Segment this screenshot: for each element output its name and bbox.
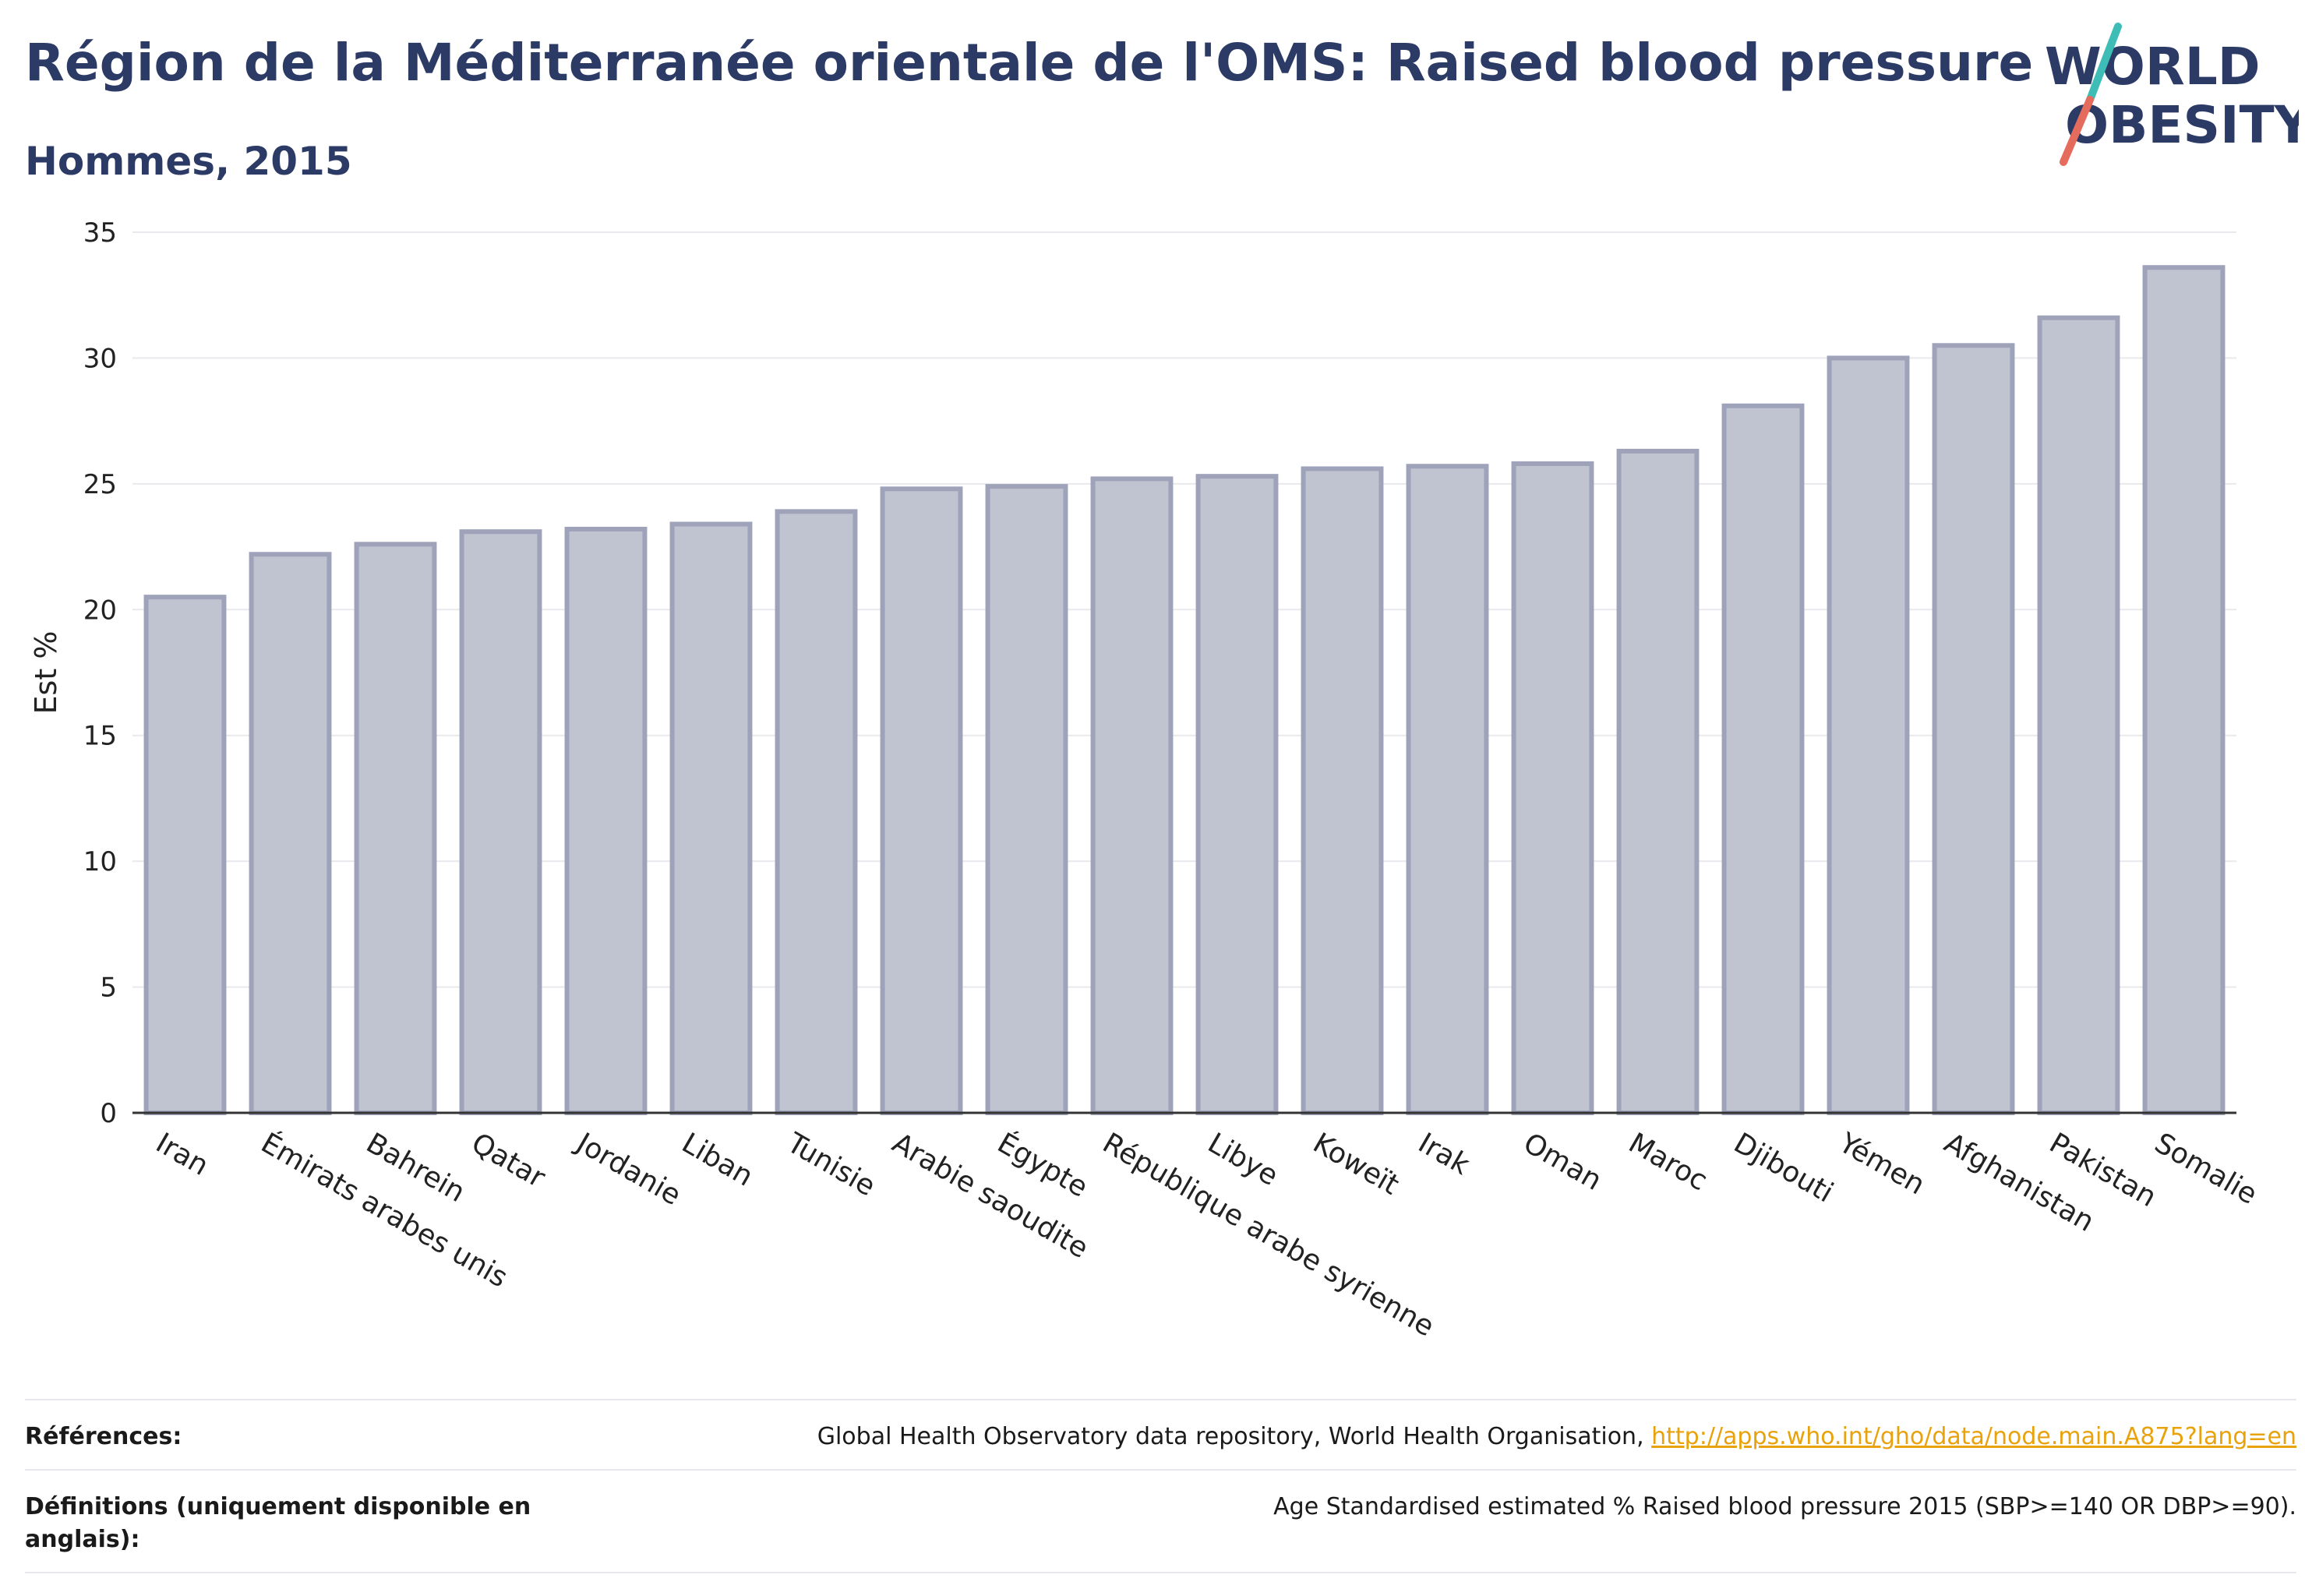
definitions-row: Définitions (uniquement disponible en an… [25, 1469, 2296, 1573]
definitions-label: Définitions (uniquement disponible en an… [25, 1493, 531, 1553]
x-tick-label: Libye [1202, 1127, 1283, 1192]
bar [564, 526, 648, 1115]
bar [880, 486, 963, 1116]
bar [2037, 315, 2120, 1115]
x-tick-label: Somalie [2149, 1127, 2262, 1211]
chart-title: Région de la Méditerranée orientale de l… [25, 33, 2034, 93]
x-tick-label: Iran [150, 1127, 214, 1182]
references-value: Global Health Observatory data repositor… [817, 1421, 2296, 1453]
definitions-value: Age Standardised estimated % Raised bloo… [1273, 1493, 2296, 1520]
y-tick-label: 35 [83, 217, 117, 249]
x-tick-label: Djibouti [1728, 1127, 1838, 1209]
x-tick-label: Qatar [466, 1127, 550, 1194]
bar [459, 529, 542, 1115]
world-obesity-logo: WORLD OBESITY [2045, 23, 2299, 166]
bar [1827, 355, 1910, 1115]
logo-line1: WORLD [2045, 37, 2261, 97]
bar [1301, 466, 1384, 1115]
bars [143, 265, 2226, 1116]
x-tick-label: Tunisie [781, 1127, 881, 1203]
footer-table: Références: Global Health Observatory da… [25, 1399, 2296, 1573]
x-tick-label: Yémen [1833, 1127, 1930, 1202]
bar [1511, 461, 1594, 1115]
y-tick-label: 10 [83, 846, 117, 877]
x-tick-label: Irak [1413, 1127, 1475, 1181]
x-tick-label: Oman [1518, 1127, 1607, 1197]
bar [2142, 265, 2226, 1116]
grid-lines [132, 231, 2236, 988]
x-tick-label: Jordanie [570, 1126, 686, 1212]
bar [1616, 448, 1700, 1115]
bar [775, 509, 858, 1116]
bar [1406, 464, 1489, 1115]
logo-slash-coral-icon [2060, 96, 2094, 166]
x-tick-label: Maroc [1623, 1127, 1713, 1197]
y-tick-label: 5 [100, 973, 117, 1004]
bar [249, 552, 332, 1115]
references-row: Références: Global Health Observatory da… [25, 1399, 2296, 1469]
y-tick-label: 25 [83, 469, 117, 500]
bar [669, 521, 753, 1115]
references-link[interactable]: http://apps.who.int/gho/data/node.main.A… [1651, 1423, 2296, 1450]
bar [1721, 403, 1805, 1115]
y-tick-label: 30 [83, 343, 117, 374]
bar-chart: 0 5 10 15 20 25 30 35 Iran Émirats arabes unisBa… [29, 217, 2262, 1344]
y-axis-title: Est % [29, 631, 63, 715]
bar [1195, 474, 1279, 1115]
y-tick-label: 0 [100, 1098, 117, 1129]
x-tick-label: Koweït [1308, 1127, 1404, 1201]
x-tick-label: Liban [676, 1127, 758, 1192]
x-tick-label: Arabie saoudite [887, 1127, 1093, 1265]
references-text: Global Health Observatory data repositor… [817, 1423, 1652, 1450]
bar [985, 484, 1068, 1116]
y-tick-label: 15 [83, 721, 117, 752]
bar [143, 595, 227, 1115]
logo-slash-teal-icon [2086, 23, 2122, 104]
bar [1932, 343, 2015, 1116]
logo-line2: OBESITY [2065, 95, 2299, 155]
references-label: Références: [25, 1423, 182, 1450]
bar [1090, 476, 1174, 1115]
y-axis-ticks: 0 5 10 15 20 25 30 35 [83, 217, 117, 1129]
y-tick-label: 20 [83, 595, 117, 626]
bar [354, 542, 437, 1116]
chart-subtitle: Hommes, 2015 [25, 139, 352, 184]
